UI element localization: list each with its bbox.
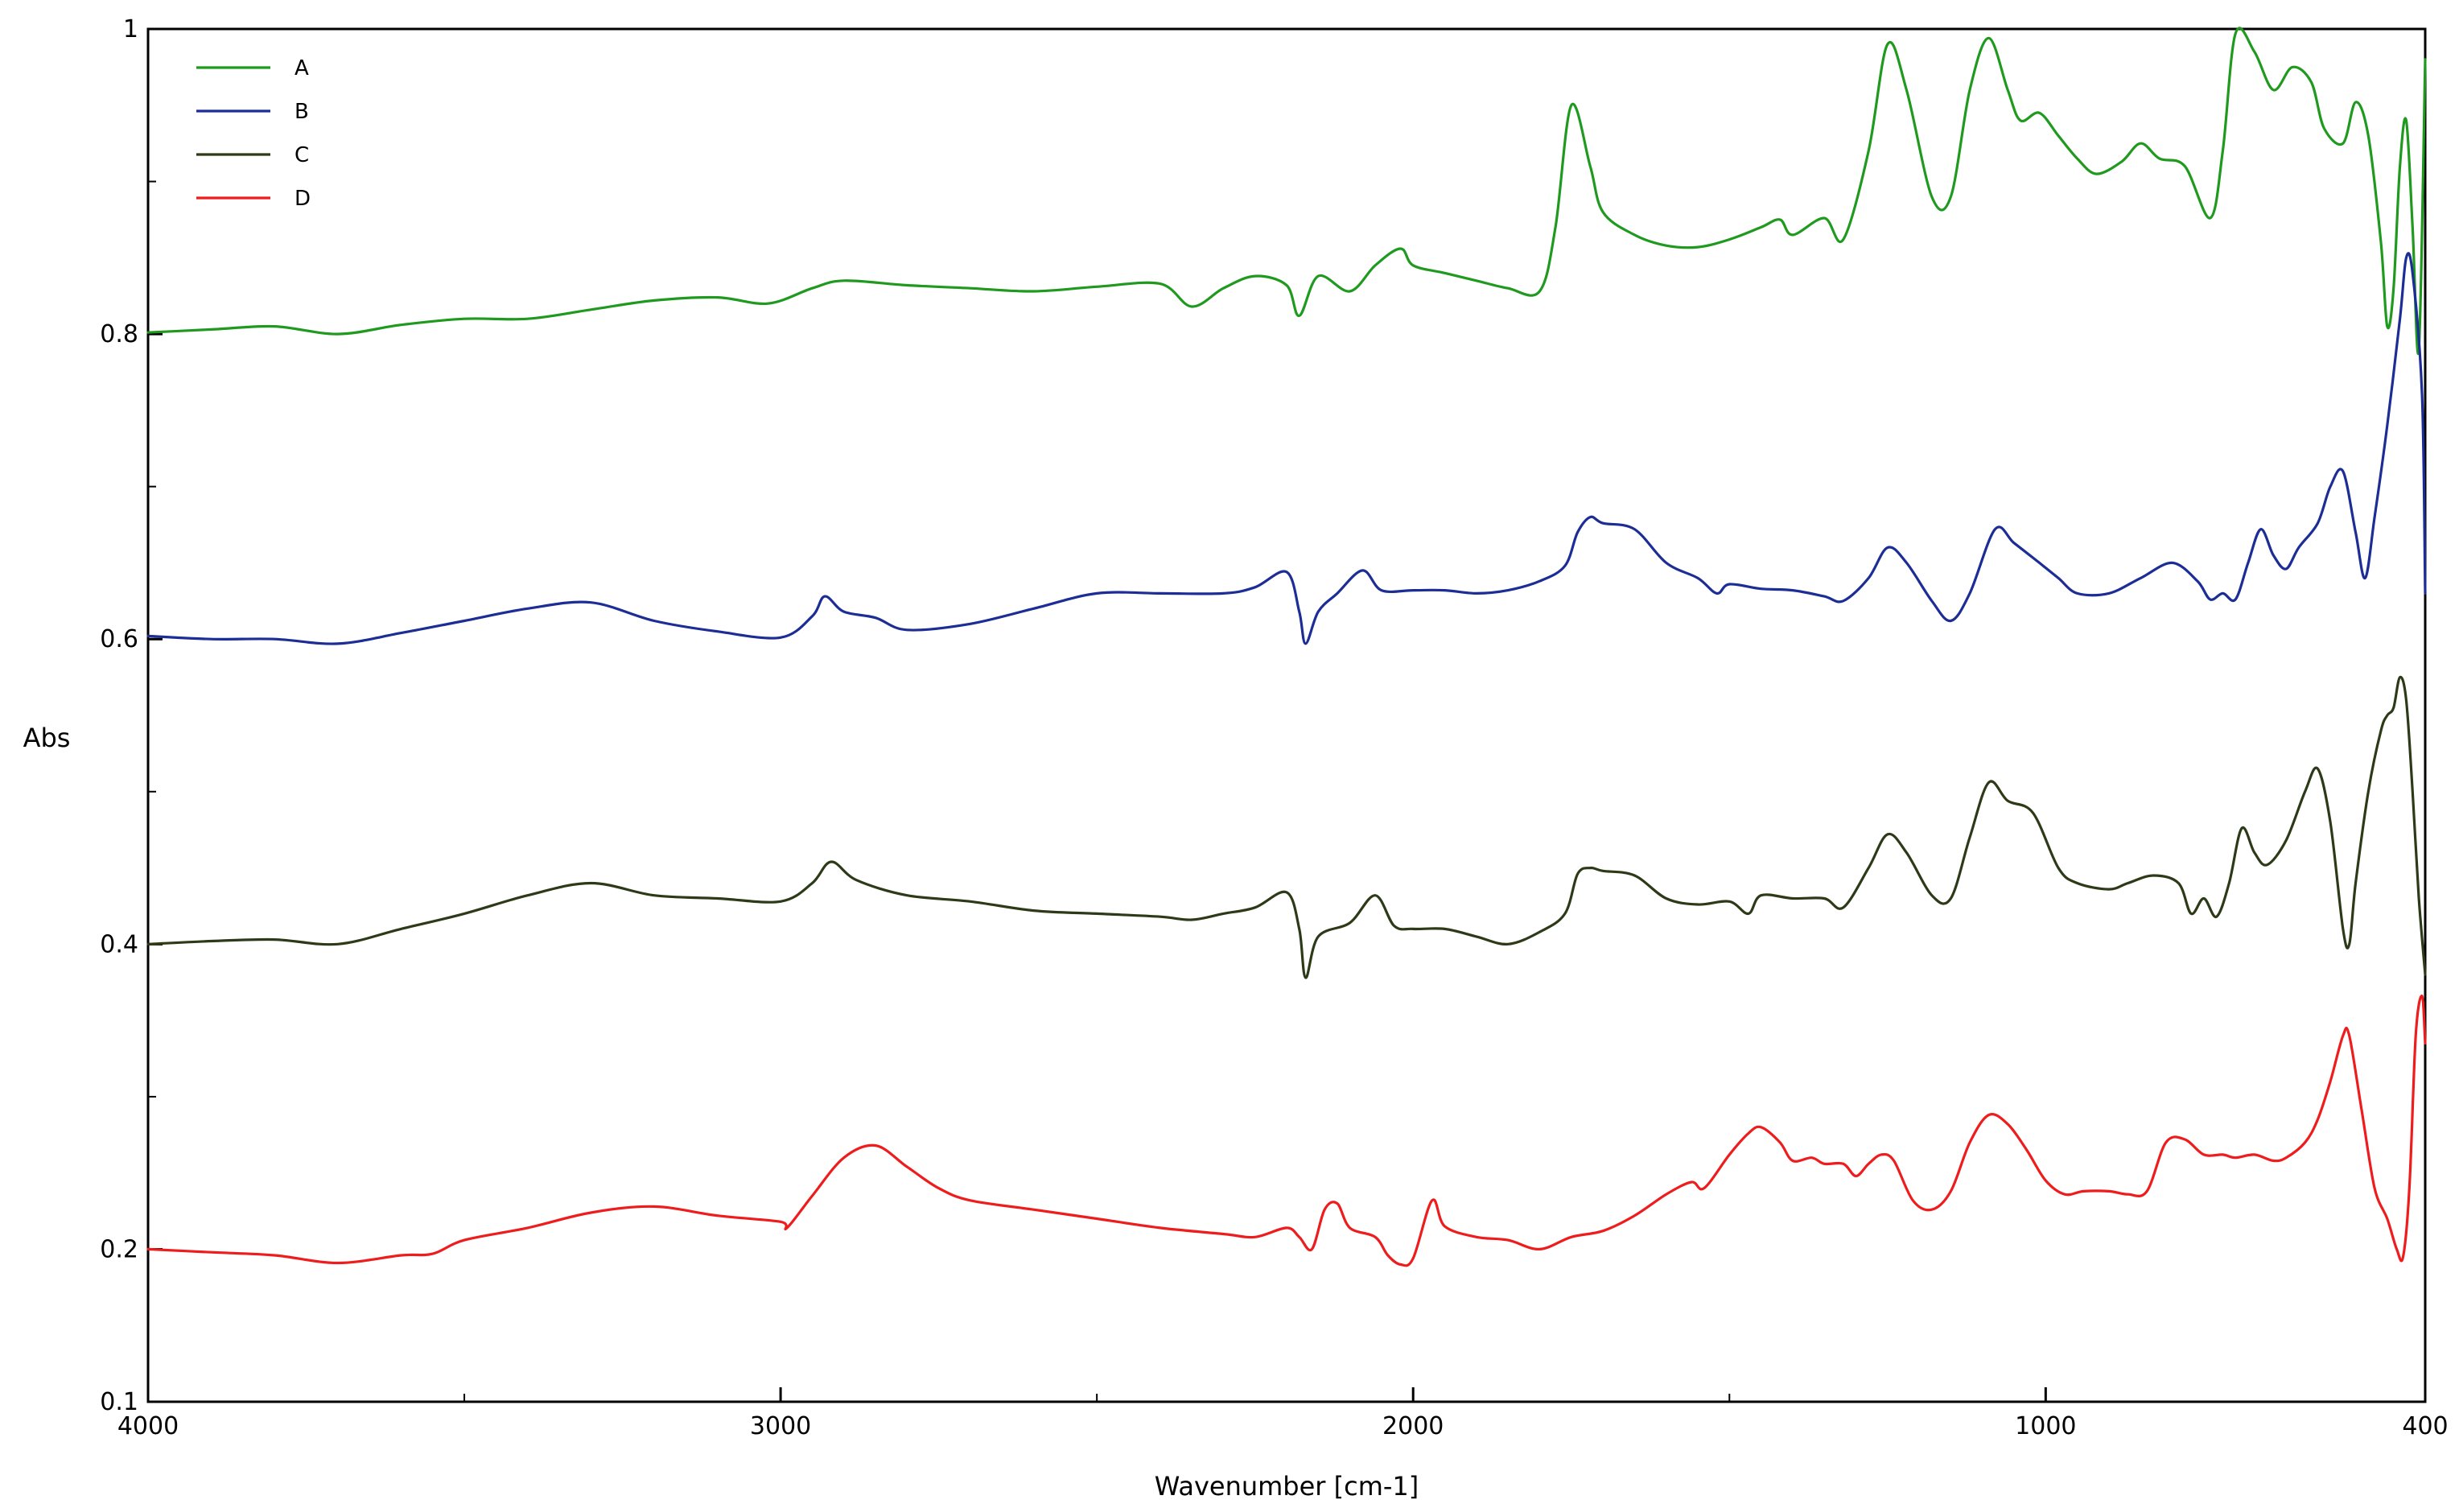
- y-tick-label: 0.2: [100, 1235, 138, 1263]
- x-tick-label: 2000: [1382, 1412, 1444, 1440]
- legend-label-c: C: [295, 143, 309, 167]
- y-tick-label: 0.4: [100, 930, 138, 958]
- series-line-b: [146, 252, 2427, 645]
- x-tick-label: 400: [2402, 1412, 2448, 1440]
- series-lines: [146, 27, 2427, 1267]
- legend-label-a: A: [295, 56, 309, 80]
- y-axis-ticks: 0.1 0.2 0.4 0.6 0.8 1: [100, 15, 163, 1416]
- y-tick-label: 0.1: [100, 1388, 138, 1416]
- legend-label-b: B: [295, 100, 309, 124]
- y-tick-label: 1: [123, 15, 138, 43]
- y-tick-label: 0.8: [100, 320, 138, 348]
- plot-frame: [146, 27, 2427, 1403]
- x-tick-label: 1000: [2015, 1412, 2076, 1440]
- series-line-c: [146, 675, 2427, 979]
- x-axis-ticks: 4000 3000 2000 1000 400: [117, 1387, 2449, 1440]
- y-axis-title: Abs: [23, 723, 71, 753]
- series-line-a: [146, 27, 2427, 355]
- y-tick-label: 0.6: [100, 625, 138, 653]
- x-tick-label: 3000: [750, 1412, 811, 1440]
- series-line-d: [146, 995, 2427, 1267]
- x-tick-label: 4000: [117, 1412, 179, 1440]
- legend-label-d: D: [295, 187, 311, 211]
- x-axis-title: Wavenumber [cm-1]: [1155, 1471, 1419, 1502]
